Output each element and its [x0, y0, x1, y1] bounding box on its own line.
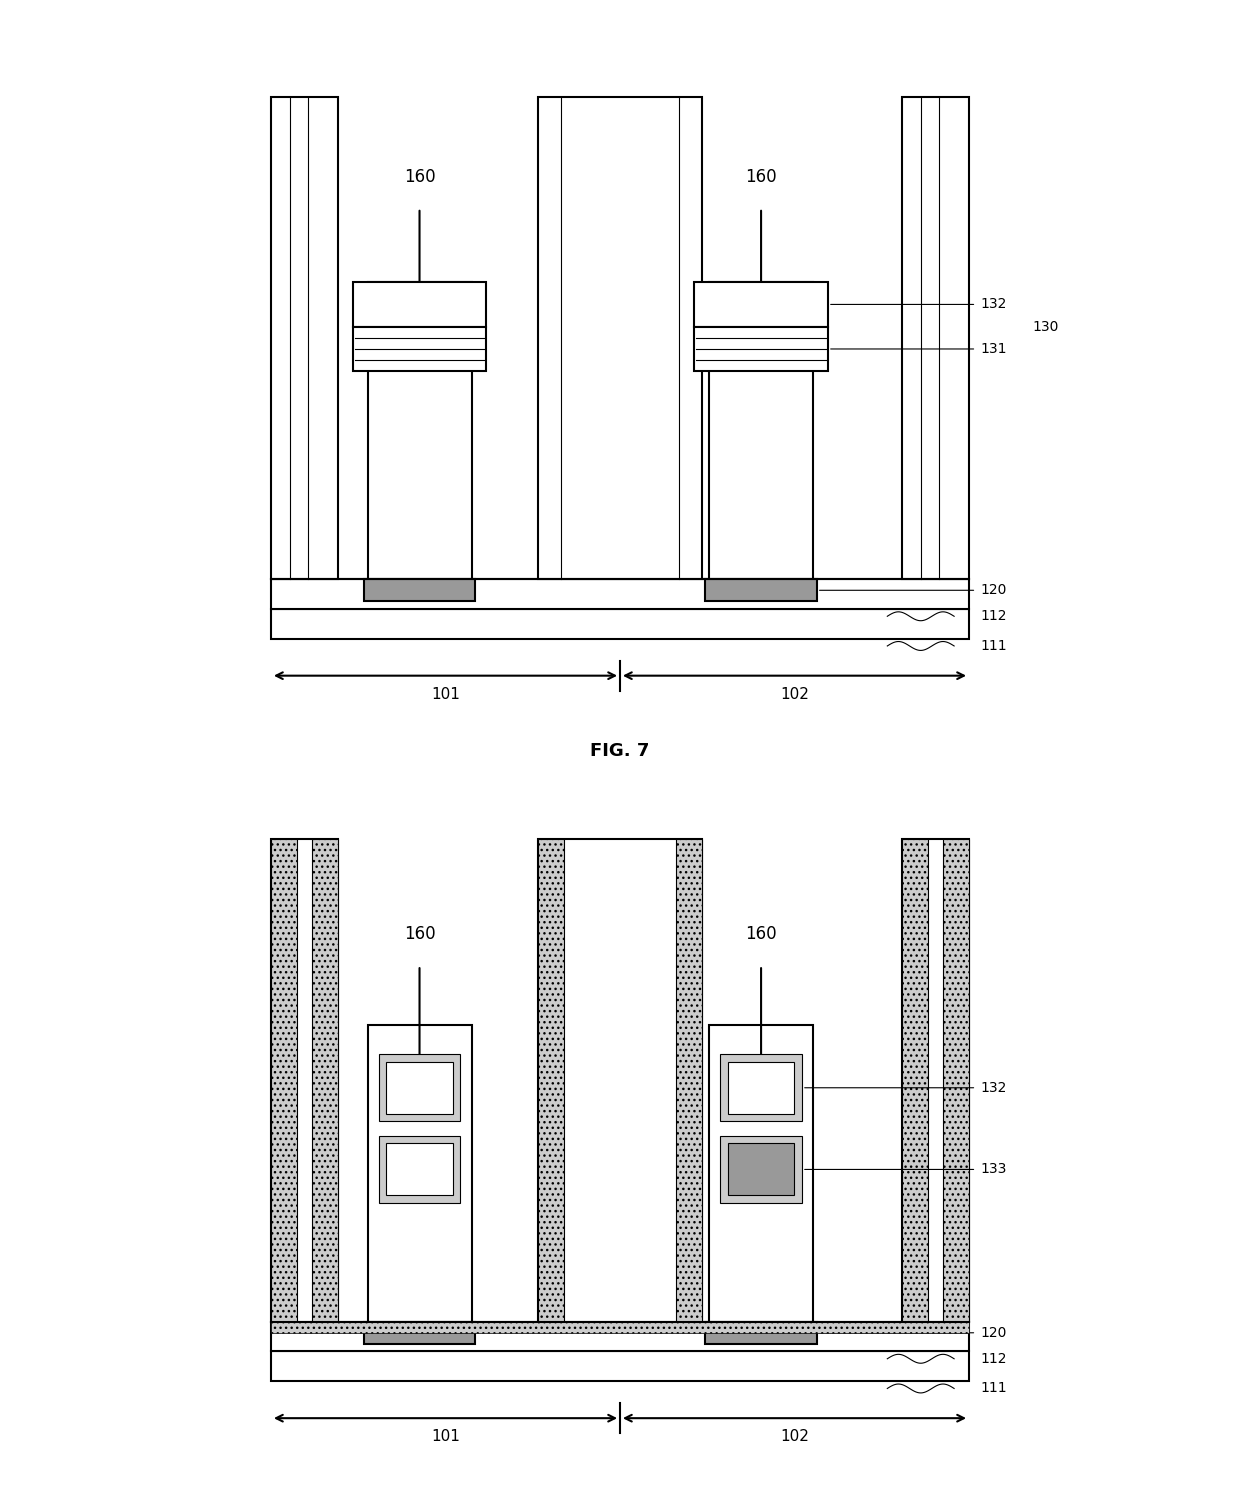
Bar — [538, 97, 702, 579]
Bar — [903, 97, 968, 579]
Text: 132: 132 — [980, 297, 1007, 312]
Text: 101: 101 — [432, 1429, 460, 1445]
Bar — [272, 839, 298, 1322]
Bar — [378, 1136, 460, 1203]
Bar — [367, 1025, 471, 1322]
Bar — [694, 327, 828, 371]
Bar — [676, 839, 702, 1322]
Bar — [538, 839, 702, 1322]
Bar — [728, 1143, 795, 1195]
Text: 120: 120 — [980, 584, 1007, 597]
Bar — [709, 1025, 813, 1322]
Bar — [706, 579, 817, 601]
Bar — [903, 839, 928, 1322]
Bar — [720, 1054, 802, 1121]
Bar — [378, 1054, 460, 1121]
Bar — [272, 609, 968, 639]
Text: 111: 111 — [980, 639, 1007, 653]
Text: 120: 120 — [980, 1326, 1007, 1339]
Bar — [352, 282, 486, 327]
Bar — [352, 327, 486, 371]
Bar — [363, 579, 475, 601]
Text: 131: 131 — [980, 342, 1007, 356]
Bar — [720, 1136, 802, 1203]
Bar — [272, 1322, 968, 1351]
Bar — [728, 1062, 795, 1114]
Bar — [367, 282, 471, 579]
Text: 160: 160 — [404, 925, 435, 943]
Text: 160: 160 — [404, 168, 435, 186]
Bar — [363, 1322, 475, 1344]
Text: 160: 160 — [745, 168, 777, 186]
Bar — [709, 282, 813, 579]
Text: 133: 133 — [980, 1163, 1007, 1176]
Bar — [942, 839, 968, 1322]
Text: 112: 112 — [980, 609, 1007, 624]
Text: FIG. 7: FIG. 7 — [590, 742, 650, 760]
Bar — [272, 1322, 968, 1334]
Text: 112: 112 — [980, 1351, 1007, 1366]
Text: 160: 160 — [745, 925, 777, 943]
Text: 102: 102 — [780, 1429, 808, 1445]
Bar — [272, 839, 337, 1322]
Bar — [272, 97, 337, 579]
Bar — [386, 1143, 453, 1195]
Bar — [386, 1062, 453, 1114]
Text: 111: 111 — [980, 1381, 1007, 1396]
Text: 101: 101 — [432, 686, 460, 702]
Bar — [312, 839, 337, 1322]
Bar — [694, 282, 828, 327]
Bar — [706, 1322, 817, 1344]
Bar — [538, 839, 564, 1322]
Bar — [903, 839, 968, 1322]
Bar — [272, 579, 968, 609]
Text: 102: 102 — [780, 686, 808, 702]
Text: 132: 132 — [980, 1081, 1007, 1094]
Bar — [272, 1351, 968, 1381]
Text: 130: 130 — [1032, 319, 1059, 334]
